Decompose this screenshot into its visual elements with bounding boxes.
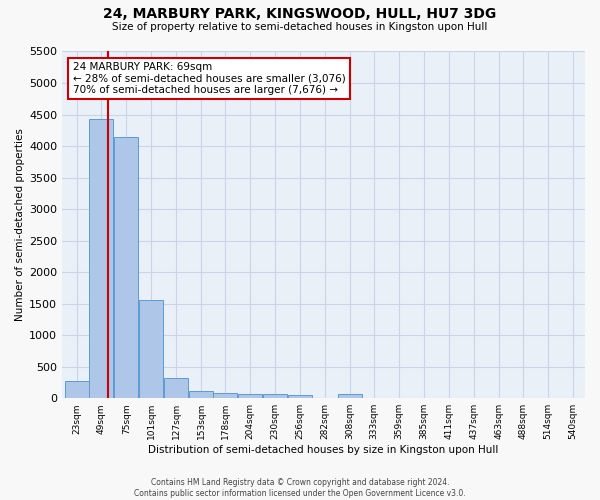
Bar bbox=[89, 119, 113, 398]
Bar bbox=[164, 378, 188, 398]
Bar bbox=[338, 394, 362, 398]
Text: Size of property relative to semi-detached houses in Kingston upon Hull: Size of property relative to semi-detach… bbox=[112, 22, 488, 32]
Bar bbox=[65, 380, 89, 398]
Bar bbox=[263, 394, 287, 398]
Text: 24 MARBURY PARK: 69sqm
← 28% of semi-detached houses are smaller (3,076)
70% of : 24 MARBURY PARK: 69sqm ← 28% of semi-det… bbox=[73, 62, 346, 95]
Bar bbox=[288, 395, 312, 398]
Bar bbox=[238, 394, 262, 398]
Bar bbox=[139, 300, 163, 398]
Text: 24, MARBURY PARK, KINGSWOOD, HULL, HU7 3DG: 24, MARBURY PARK, KINGSWOOD, HULL, HU7 3… bbox=[103, 8, 497, 22]
Text: Contains HM Land Registry data © Crown copyright and database right 2024.
Contai: Contains HM Land Registry data © Crown c… bbox=[134, 478, 466, 498]
Bar bbox=[115, 136, 139, 398]
Bar bbox=[213, 393, 237, 398]
Y-axis label: Number of semi-detached properties: Number of semi-detached properties bbox=[15, 128, 25, 322]
X-axis label: Distribution of semi-detached houses by size in Kingston upon Hull: Distribution of semi-detached houses by … bbox=[148, 445, 499, 455]
Bar bbox=[189, 390, 213, 398]
